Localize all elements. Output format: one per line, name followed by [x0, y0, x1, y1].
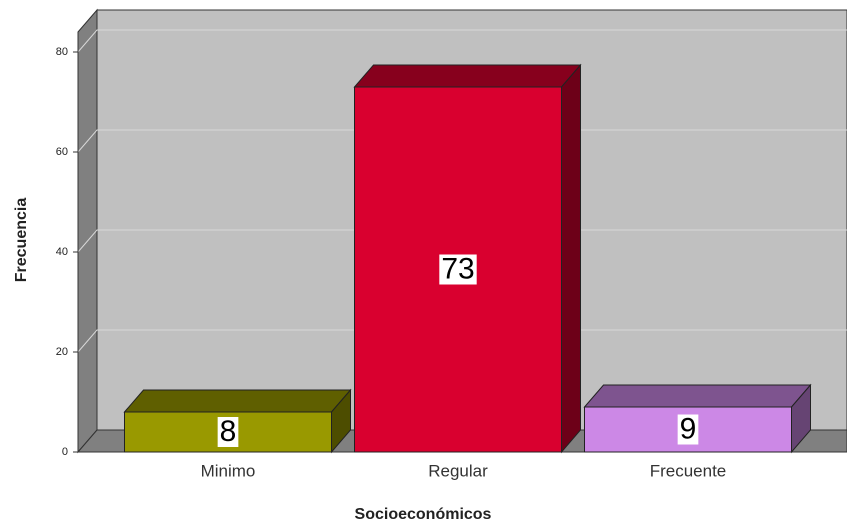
- bars: 8 73 9: [123, 63, 812, 454]
- x-axis-title: Socioeconómicos: [355, 506, 492, 523]
- grid-line: [77, 329, 847, 353]
- y-tick-label: 0: [62, 446, 68, 458]
- y-tick-label: 80: [56, 46, 68, 58]
- y-axis-title: Frecuencia: [13, 198, 30, 283]
- grid-line: [77, 129, 847, 153]
- x-tick-label: Minimo: [201, 461, 256, 480]
- bar-top: [123, 389, 352, 413]
- value-label-box: [677, 414, 699, 445]
- value-label-box: [217, 417, 239, 447]
- value-label: 8: [220, 415, 237, 448]
- value-label: 73: [441, 252, 474, 285]
- grid: [77, 29, 847, 353]
- value-label-box: [439, 254, 477, 285]
- x-tick-label: Regular: [428, 461, 488, 480]
- bar-top: [353, 64, 582, 88]
- bar-top: [583, 384, 812, 408]
- side-wall: [77, 8, 98, 454]
- grid-line: [77, 229, 847, 253]
- y-tick-label: 40: [56, 246, 68, 258]
- value-label: 9: [680, 412, 697, 445]
- y-tick-label: 20: [56, 346, 68, 358]
- grid-line: [77, 29, 847, 53]
- y-tick-label: 60: [56, 146, 68, 158]
- bar-side: [561, 63, 581, 454]
- x-tick-label: Frecuente: [650, 461, 727, 480]
